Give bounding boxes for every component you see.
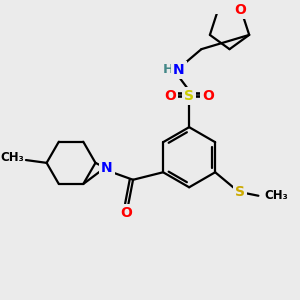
Text: O: O <box>121 206 132 220</box>
Text: O: O <box>234 3 246 17</box>
Text: CH₃: CH₃ <box>264 189 288 202</box>
Text: S: S <box>184 89 194 103</box>
Text: CH₃: CH₃ <box>0 151 24 164</box>
Text: N: N <box>101 161 112 176</box>
Text: N: N <box>173 63 184 77</box>
Text: H: H <box>163 63 174 76</box>
Text: S: S <box>235 185 244 199</box>
Text: O: O <box>164 89 176 103</box>
Text: O: O <box>202 89 214 103</box>
